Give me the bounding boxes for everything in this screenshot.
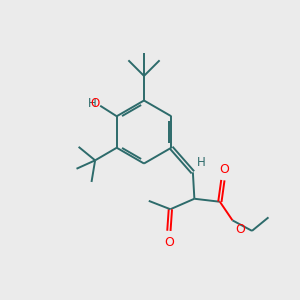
Text: H: H (197, 156, 206, 170)
Text: O: O (164, 236, 174, 249)
Text: O: O (90, 98, 100, 110)
Text: O: O (219, 163, 229, 176)
Text: O: O (235, 223, 245, 236)
Text: H: H (88, 98, 97, 110)
